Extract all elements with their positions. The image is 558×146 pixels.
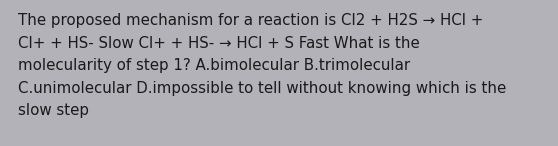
- Text: molecularity of step 1? A.bimolecular B.trimolecular: molecularity of step 1? A.bimolecular B.…: [18, 58, 410, 73]
- Text: The proposed mechanism for a reaction is Cl2 + H2S → HCl +: The proposed mechanism for a reaction is…: [18, 13, 483, 28]
- Text: Cl+ + HS- Slow Cl+ + HS- → HCl + S Fast What is the: Cl+ + HS- Slow Cl+ + HS- → HCl + S Fast …: [18, 35, 420, 51]
- Text: C.unimolecular D.impossible to tell without knowing which is the: C.unimolecular D.impossible to tell with…: [18, 80, 506, 95]
- Text: slow step: slow step: [18, 103, 89, 118]
